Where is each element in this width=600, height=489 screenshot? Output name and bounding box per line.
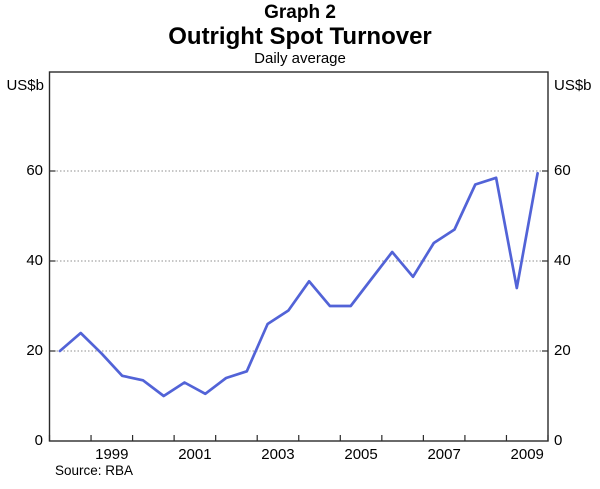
turnover-line	[58, 171, 539, 398]
y-tick-label-right-40: 40	[554, 252, 571, 269]
x-tick-label-2009: 2009	[510, 446, 544, 463]
title-block: Graph 2 Outright Spot Turnover Daily ave…	[0, 2, 600, 68]
x-tick-label-1999: 1999	[95, 446, 129, 463]
y-axis-unit-right: US$b	[554, 77, 592, 94]
chart-title: Outright Spot Turnover	[168, 23, 432, 50]
y-tick-label-left-40: 40	[26, 252, 43, 269]
chart-subtitle: Daily average	[254, 50, 346, 67]
x-tick-label-2007: 2007	[427, 446, 461, 463]
graph-number: Graph 2	[264, 2, 336, 23]
plot-border	[48, 71, 549, 442]
y-tick-label-right-0: 0	[554, 432, 563, 449]
y-tick-label-left-20: 20	[26, 342, 43, 359]
x-tick-label-2001: 2001	[178, 446, 212, 463]
y-tick-label-left-60: 60	[26, 162, 43, 179]
y-tick-label-left-0: 0	[34, 432, 43, 449]
y-tick-label-right-20: 20	[554, 342, 571, 359]
x-tick-label-2005: 2005	[344, 446, 378, 463]
x-tick-label-2003: 2003	[261, 446, 295, 463]
source-note: Source: RBA	[55, 463, 134, 478]
y-tick-label-right-60: 60	[554, 162, 571, 179]
y-axis-unit-left: US$b	[6, 77, 44, 94]
